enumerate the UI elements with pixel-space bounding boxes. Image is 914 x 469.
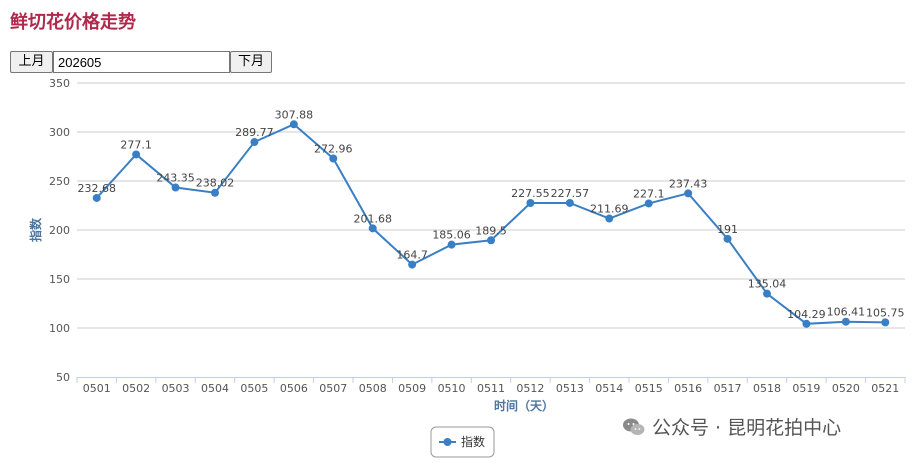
prev-month-button[interactable]: 上月 — [10, 51, 53, 73]
data-point — [368, 224, 377, 233]
data-label: 277.1 — [120, 138, 152, 151]
data-label: 238.02 — [196, 177, 235, 190]
data-point — [723, 234, 732, 243]
data-point — [408, 260, 417, 269]
x-tick-label: 0507 — [319, 382, 347, 395]
data-label: 164.7 — [396, 249, 428, 262]
x-tick-label: 0503 — [162, 382, 190, 395]
y-tick-label: 100 — [49, 322, 70, 335]
data-label: 227.57 — [551, 187, 590, 200]
data-label: 185.06 — [432, 229, 471, 242]
x-tick-label: 0505 — [240, 382, 268, 395]
page-title: 鲜切花价格走势 — [10, 12, 136, 33]
x-tick-label: 0520 — [832, 382, 860, 395]
wechat-icon — [623, 418, 645, 435]
y-axis-title: 指数 — [28, 217, 43, 242]
data-point — [644, 199, 653, 208]
data-label: 289.77 — [235, 126, 274, 139]
x-tick-label: 0501 — [83, 382, 111, 395]
data-point — [802, 319, 811, 328]
data-point — [447, 240, 456, 249]
x-tick-label: 0512 — [516, 382, 544, 395]
x-tick-label: 0508 — [359, 382, 387, 395]
data-point — [211, 188, 219, 197]
data-label: 272.96 — [314, 142, 353, 155]
data-label: 243.35 — [156, 172, 195, 185]
x-tick-label: 0519 — [792, 382, 820, 395]
data-label: 227.55 — [511, 187, 550, 200]
legend-box — [430, 426, 495, 458]
data-point — [250, 138, 259, 147]
x-tick-label: 0518 — [753, 382, 781, 395]
data-label: 191 — [717, 223, 738, 236]
data-point — [684, 189, 693, 198]
y-tick-label: 300 — [49, 126, 70, 139]
data-point — [526, 199, 535, 208]
data-point — [171, 183, 180, 192]
data-label: 237.43 — [669, 177, 708, 190]
y-tick-label: 50 — [56, 371, 70, 384]
data-label: 104.29 — [787, 308, 826, 321]
y-tick-label: 150 — [49, 273, 70, 286]
data-label: 105.75 — [866, 306, 905, 319]
data-point — [289, 120, 298, 129]
y-tick-label: 200 — [49, 224, 70, 237]
data-point — [565, 198, 574, 207]
y-tick-label: 250 — [49, 175, 70, 188]
data-point — [841, 317, 850, 326]
data-label: 232.68 — [77, 182, 116, 195]
data-label: 189.5 — [475, 224, 507, 237]
x-tick-label: 0517 — [714, 382, 742, 395]
legend-marker — [443, 438, 452, 446]
x-tick-label: 0511 — [477, 382, 505, 395]
x-tick-label: 0506 — [280, 382, 308, 395]
data-label: 211.69 — [590, 203, 629, 216]
data-label: 106.41 — [827, 306, 866, 319]
data-label: 135.04 — [748, 278, 787, 291]
data-point — [605, 214, 614, 223]
data-label: 227.1 — [633, 187, 665, 200]
month-input[interactable] — [53, 51, 230, 73]
x-tick-label: 0516 — [674, 382, 702, 395]
legend: 指数 — [430, 426, 495, 458]
x-tick-label: 0504 — [201, 382, 229, 395]
data-point — [487, 236, 495, 245]
data-point — [763, 289, 771, 298]
watermark-text: 公众号 · 昆明花拍中心 — [652, 417, 842, 439]
data-point — [881, 318, 890, 327]
x-tick-label: 0509 — [398, 382, 426, 395]
x-tick-label: 0510 — [438, 382, 466, 395]
next-month-button[interactable]: 下月 — [230, 51, 272, 73]
x-tick-label: 0513 — [556, 382, 584, 395]
data-point — [329, 154, 338, 163]
x-tick-label: 0521 — [871, 382, 899, 395]
data-point — [92, 193, 101, 202]
legend-label: 指数 — [461, 434, 485, 449]
data-label: 201.68 — [353, 212, 392, 225]
x-tick-label: 0515 — [635, 382, 663, 395]
y-tick-label: 350 — [49, 77, 70, 90]
x-tick-label: 0502 — [122, 382, 150, 395]
data-point — [132, 150, 141, 159]
x-axis-title: 时间（天） — [494, 398, 554, 413]
data-label: 307.88 — [275, 108, 314, 121]
watermark: 公众号 · 昆明花拍中心 — [622, 413, 841, 440]
x-tick-label: 0514 — [595, 382, 623, 395]
